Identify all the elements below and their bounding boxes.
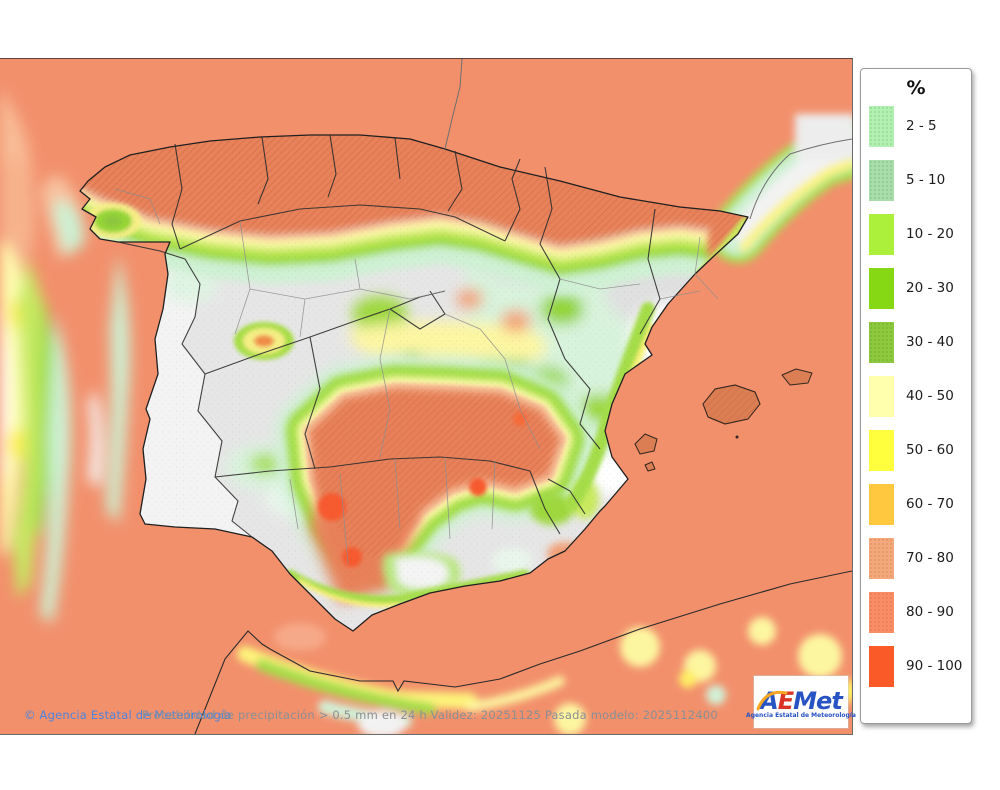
legend-swatch: [869, 213, 894, 255]
legend-swatch: [869, 591, 894, 633]
legend-label: 50 - 60: [906, 442, 954, 458]
legend-label: 80 - 90: [906, 604, 954, 620]
spain-precipitation-map: [0, 59, 852, 734]
legend-swatch: [869, 645, 894, 687]
legend-swatch: [869, 537, 894, 579]
logo-letter: t: [831, 687, 843, 715]
legend-item: 90 - 100: [861, 639, 971, 693]
legend-item: 80 - 90: [861, 585, 971, 639]
legend-label: 2 - 5: [906, 118, 937, 134]
legend-label: 40 - 50: [906, 388, 954, 404]
map-info-text: Probabilidad de precipitación > 0.5 mm e…: [142, 708, 718, 722]
logo-subtitle: Agencia Estatal de Meteorología: [746, 712, 856, 719]
legend-item: 10 - 20: [861, 207, 971, 261]
legend-title: %: [906, 77, 926, 99]
legend-panel: % 2 - 5 5 - 10 10 - 20 20 - 30 30 - 40 4…: [860, 68, 972, 724]
legend-label: 60 - 70: [906, 496, 954, 512]
legend-label: 5 - 10: [906, 172, 946, 188]
legend-swatch: [869, 375, 894, 417]
legend-item: 20 - 30: [861, 261, 971, 315]
legend-item: 40 - 50: [861, 369, 971, 423]
legend-label: 10 - 20: [906, 226, 954, 242]
legend-item: 50 - 60: [861, 423, 971, 477]
legend-item: 60 - 70: [861, 477, 971, 531]
copyright-text: © Agencia Estatal de Meteorología: [24, 708, 232, 722]
legend-swatch: [869, 267, 894, 309]
aemet-logo-wordmark: A E M e t: [756, 685, 843, 715]
legend-label: 90 - 100: [906, 658, 963, 674]
legend-swatch: [869, 105, 894, 147]
legend-label: 20 - 30: [906, 280, 954, 296]
logo-letter: M: [793, 687, 817, 715]
aemet-logo: A E M e t Agencia Estatal de Meteorologí…: [746, 676, 856, 728]
logo-letter: e: [816, 687, 832, 715]
legend-item: 2 - 5: [861, 99, 971, 153]
logo-letter: A: [760, 687, 779, 715]
legend-swatch: [869, 429, 894, 471]
legend-swatch: [869, 159, 894, 201]
legend-item: 30 - 40: [861, 315, 971, 369]
legend-swatch: [869, 321, 894, 363]
legend-label: 30 - 40: [906, 334, 954, 350]
map-frame: [0, 58, 853, 735]
logo-letter: E: [777, 687, 794, 715]
legend-swatch: [869, 483, 894, 525]
legend-label: 70 - 80: [906, 550, 954, 566]
legend-item: 70 - 80: [861, 531, 971, 585]
legend-item: 5 - 10: [861, 153, 971, 207]
